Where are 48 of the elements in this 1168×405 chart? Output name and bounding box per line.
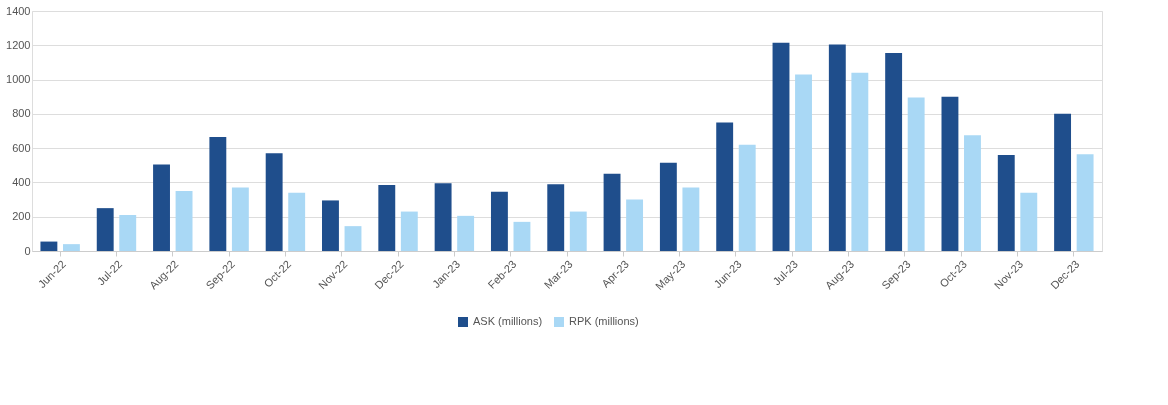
bar (964, 135, 981, 251)
bar (772, 42, 790, 251)
bar (400, 211, 418, 251)
bar (40, 241, 58, 251)
bar (941, 96, 959, 251)
bar (288, 192, 306, 251)
bar (175, 191, 193, 251)
bar (265, 153, 283, 251)
y-tick-label: 1200 (6, 38, 31, 51)
bar (378, 185, 396, 251)
bar (851, 72, 869, 251)
bar (907, 97, 925, 251)
legend-label: ASK (millions) (473, 315, 543, 327)
bar (62, 244, 80, 251)
y-tick-label: 1000 (6, 73, 31, 86)
bar (795, 74, 812, 251)
bar (569, 211, 587, 251)
legend-label: RPK (millions) (569, 315, 639, 327)
bar (716, 122, 734, 251)
y-tick-label: 800 (12, 107, 31, 120)
bar (1020, 192, 1038, 251)
bar (1054, 113, 1072, 251)
y-tick-label: 1400 (6, 4, 31, 17)
bar (96, 208, 114, 251)
bar (828, 44, 846, 251)
y-tick-label: 600 (12, 141, 31, 154)
bar (659, 162, 677, 251)
bar (153, 164, 170, 251)
bar (231, 187, 249, 251)
bar (457, 215, 475, 251)
bar (738, 144, 756, 251)
bar (547, 184, 565, 251)
bar (997, 155, 1015, 251)
y-tick-label: 400 (12, 175, 31, 188)
bar (322, 200, 339, 251)
bar (885, 53, 903, 251)
y-tick-label: 0 (24, 244, 31, 257)
y-tick-label: 200 (12, 210, 31, 223)
bar (119, 215, 137, 251)
bar (490, 191, 508, 251)
bar (1076, 154, 1094, 251)
bar (682, 187, 700, 251)
bar (434, 183, 452, 251)
bar (603, 173, 621, 251)
bar (209, 137, 227, 251)
bar (626, 199, 644, 251)
bar (513, 221, 531, 251)
bar (344, 226, 362, 251)
